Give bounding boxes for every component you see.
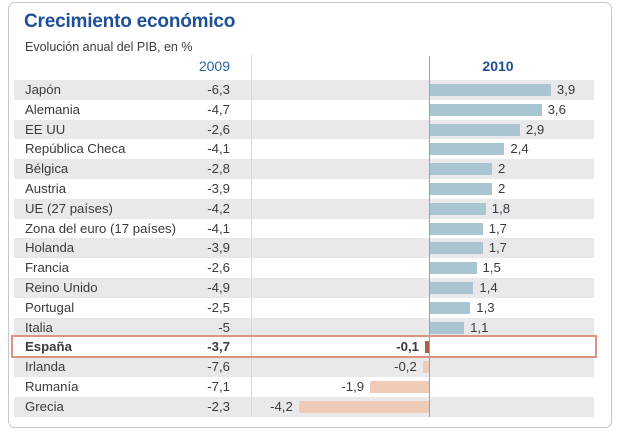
- value-2009: -4,1: [207, 141, 230, 157]
- row-ee-uu: EE UU -2,6 2,9: [14, 119, 594, 140]
- country-label: Rumanía: [25, 379, 79, 394]
- row-b-lgica: Bélgica -2,8 2: [14, 159, 594, 179]
- bar-2010: [298, 400, 429, 413]
- country-label: Portugal: [25, 299, 75, 315]
- row-italia: Italia -5 1,1: [14, 317, 594, 338]
- row-espa-a: España -3,7 -0,1: [14, 337, 594, 357]
- bar-2010: [430, 123, 520, 136]
- row-ruman-a: Rumanía -7,1 -1,9: [14, 377, 594, 397]
- row-jap-n: Japón -6,3 3,9: [14, 80, 594, 100]
- country-label: República Checa: [25, 141, 126, 157]
- value-2009: -2,5: [207, 299, 230, 315]
- column-separator-line: [251, 55, 252, 417]
- country-label: Alemania: [25, 101, 80, 117]
- bar-2010: [430, 103, 542, 116]
- row-grecia: Grecia -2,3 -4,2: [14, 396, 594, 417]
- country-label: Bélgica: [25, 161, 69, 177]
- zero-axis-line: [429, 56, 430, 417]
- bar-value-2010: 1,7: [488, 220, 508, 236]
- bar-value-2010: 2,4: [510, 141, 529, 157]
- country-label: Reino Unido: [25, 280, 98, 295]
- bar-value-2010: 3,6: [547, 101, 566, 117]
- column-header-2010: 2010: [482, 58, 514, 74]
- bar-value-2010: -0,2: [394, 359, 417, 375]
- bar-value-2010: 3,9: [556, 82, 576, 97]
- country-label: EE UU: [25, 121, 66, 137]
- value-2009: -4,9: [207, 280, 230, 295]
- row-alemania: Alemania -4,7 3,6: [14, 100, 594, 120]
- value-2009: -2,8: [207, 161, 230, 177]
- bar-value-2010: 1,5: [482, 260, 501, 276]
- country-label: Japón: [25, 82, 61, 97]
- value-2009: -2,3: [207, 398, 230, 414]
- bar-value-2010: 2: [498, 181, 506, 196]
- country-label: Italia: [25, 319, 53, 335]
- country-label: UE (27 países): [25, 200, 113, 216]
- bar-value-2010: -0,1: [396, 339, 419, 355]
- bar-value-2010: 1,3: [476, 299, 495, 315]
- bar-2010: [430, 282, 474, 294]
- bar-value-2010: -4,2: [270, 398, 293, 414]
- bar-value-2010: 2,9: [525, 121, 545, 137]
- bar-2010: [430, 202, 486, 215]
- bar-value-2010: 1,4: [479, 280, 498, 295]
- bar-2010: [430, 262, 477, 275]
- row-holanda: Holanda -3,9 1,7: [14, 238, 594, 259]
- bar-2010: [430, 143, 505, 156]
- value-2009: -7,6: [207, 359, 230, 375]
- column-header-2009: 2009: [198, 58, 230, 74]
- value-2009: -3,7: [207, 339, 230, 355]
- value-2009: -3,9: [207, 240, 230, 256]
- value-2009: -2,6: [207, 260, 230, 276]
- bar-2010: [430, 222, 483, 235]
- country-label: Grecia: [25, 398, 64, 414]
- bar-value-2010: 1,8: [491, 200, 511, 216]
- country-label: España: [25, 339, 72, 355]
- bar-2010: [430, 163, 492, 176]
- bar-2010: [430, 242, 483, 255]
- value-2009: -4,7: [207, 101, 230, 117]
- value-2009: -6,3: [207, 82, 230, 97]
- row-portugal: Portugal -2,5 1,3: [14, 298, 594, 318]
- bar-2010: [422, 361, 429, 374]
- chart-subtitle: Evolución anual del PIB, en %: [25, 40, 193, 54]
- row-irlanda: Irlanda -7,6 -0,2: [14, 357, 594, 377]
- value-2009: -4,1: [207, 220, 230, 236]
- bar-2010: [370, 381, 429, 393]
- bar-value-2010: 2: [498, 161, 506, 177]
- bar-2010: [430, 301, 471, 314]
- bar-value-2010: 1,1: [470, 319, 489, 335]
- value-2009: -3,9: [207, 181, 230, 196]
- row-rep-blica-checa: República Checa -4,1 2,4: [14, 139, 594, 159]
- row-francia: Francia -2,6 1,5: [14, 258, 594, 278]
- row-zona-del-euro-17-pa-ses-: Zona del euro (17 países) -4,1 1,7: [14, 219, 594, 239]
- row-ue-27-pa-ses-: UE (27 países) -4,2 1,8: [14, 198, 594, 219]
- bar-value-2010: 1,7: [488, 240, 508, 256]
- value-2009: -7,1: [207, 379, 230, 394]
- value-2009: -5: [218, 319, 230, 335]
- country-label: Zona del euro (17 países): [25, 220, 177, 236]
- bar-2010: [430, 84, 551, 96]
- bar-value-2010: -1,9: [341, 379, 365, 394]
- value-2009: -2,6: [207, 121, 230, 137]
- bar-2010: [425, 341, 429, 354]
- row-reino-unido: Reino Unido -4,9 1,4: [14, 278, 594, 298]
- row-austria: Austria -3,9 2: [14, 179, 594, 199]
- chart-rows: Japón -6,3 3,9 Alemania -4,7 3,6 EE UU -2,6 2,9 R…: [14, 80, 594, 417]
- chart-title: Crecimiento económico: [24, 11, 236, 32]
- bar-2010: [430, 321, 465, 334]
- bar-2010: [430, 183, 492, 195]
- country-label: Irlanda: [25, 359, 66, 375]
- country-label: Francia: [25, 260, 69, 276]
- country-label: Holanda: [25, 240, 75, 256]
- value-2009: -4,2: [207, 200, 230, 216]
- country-label: Austria: [25, 181, 67, 196]
